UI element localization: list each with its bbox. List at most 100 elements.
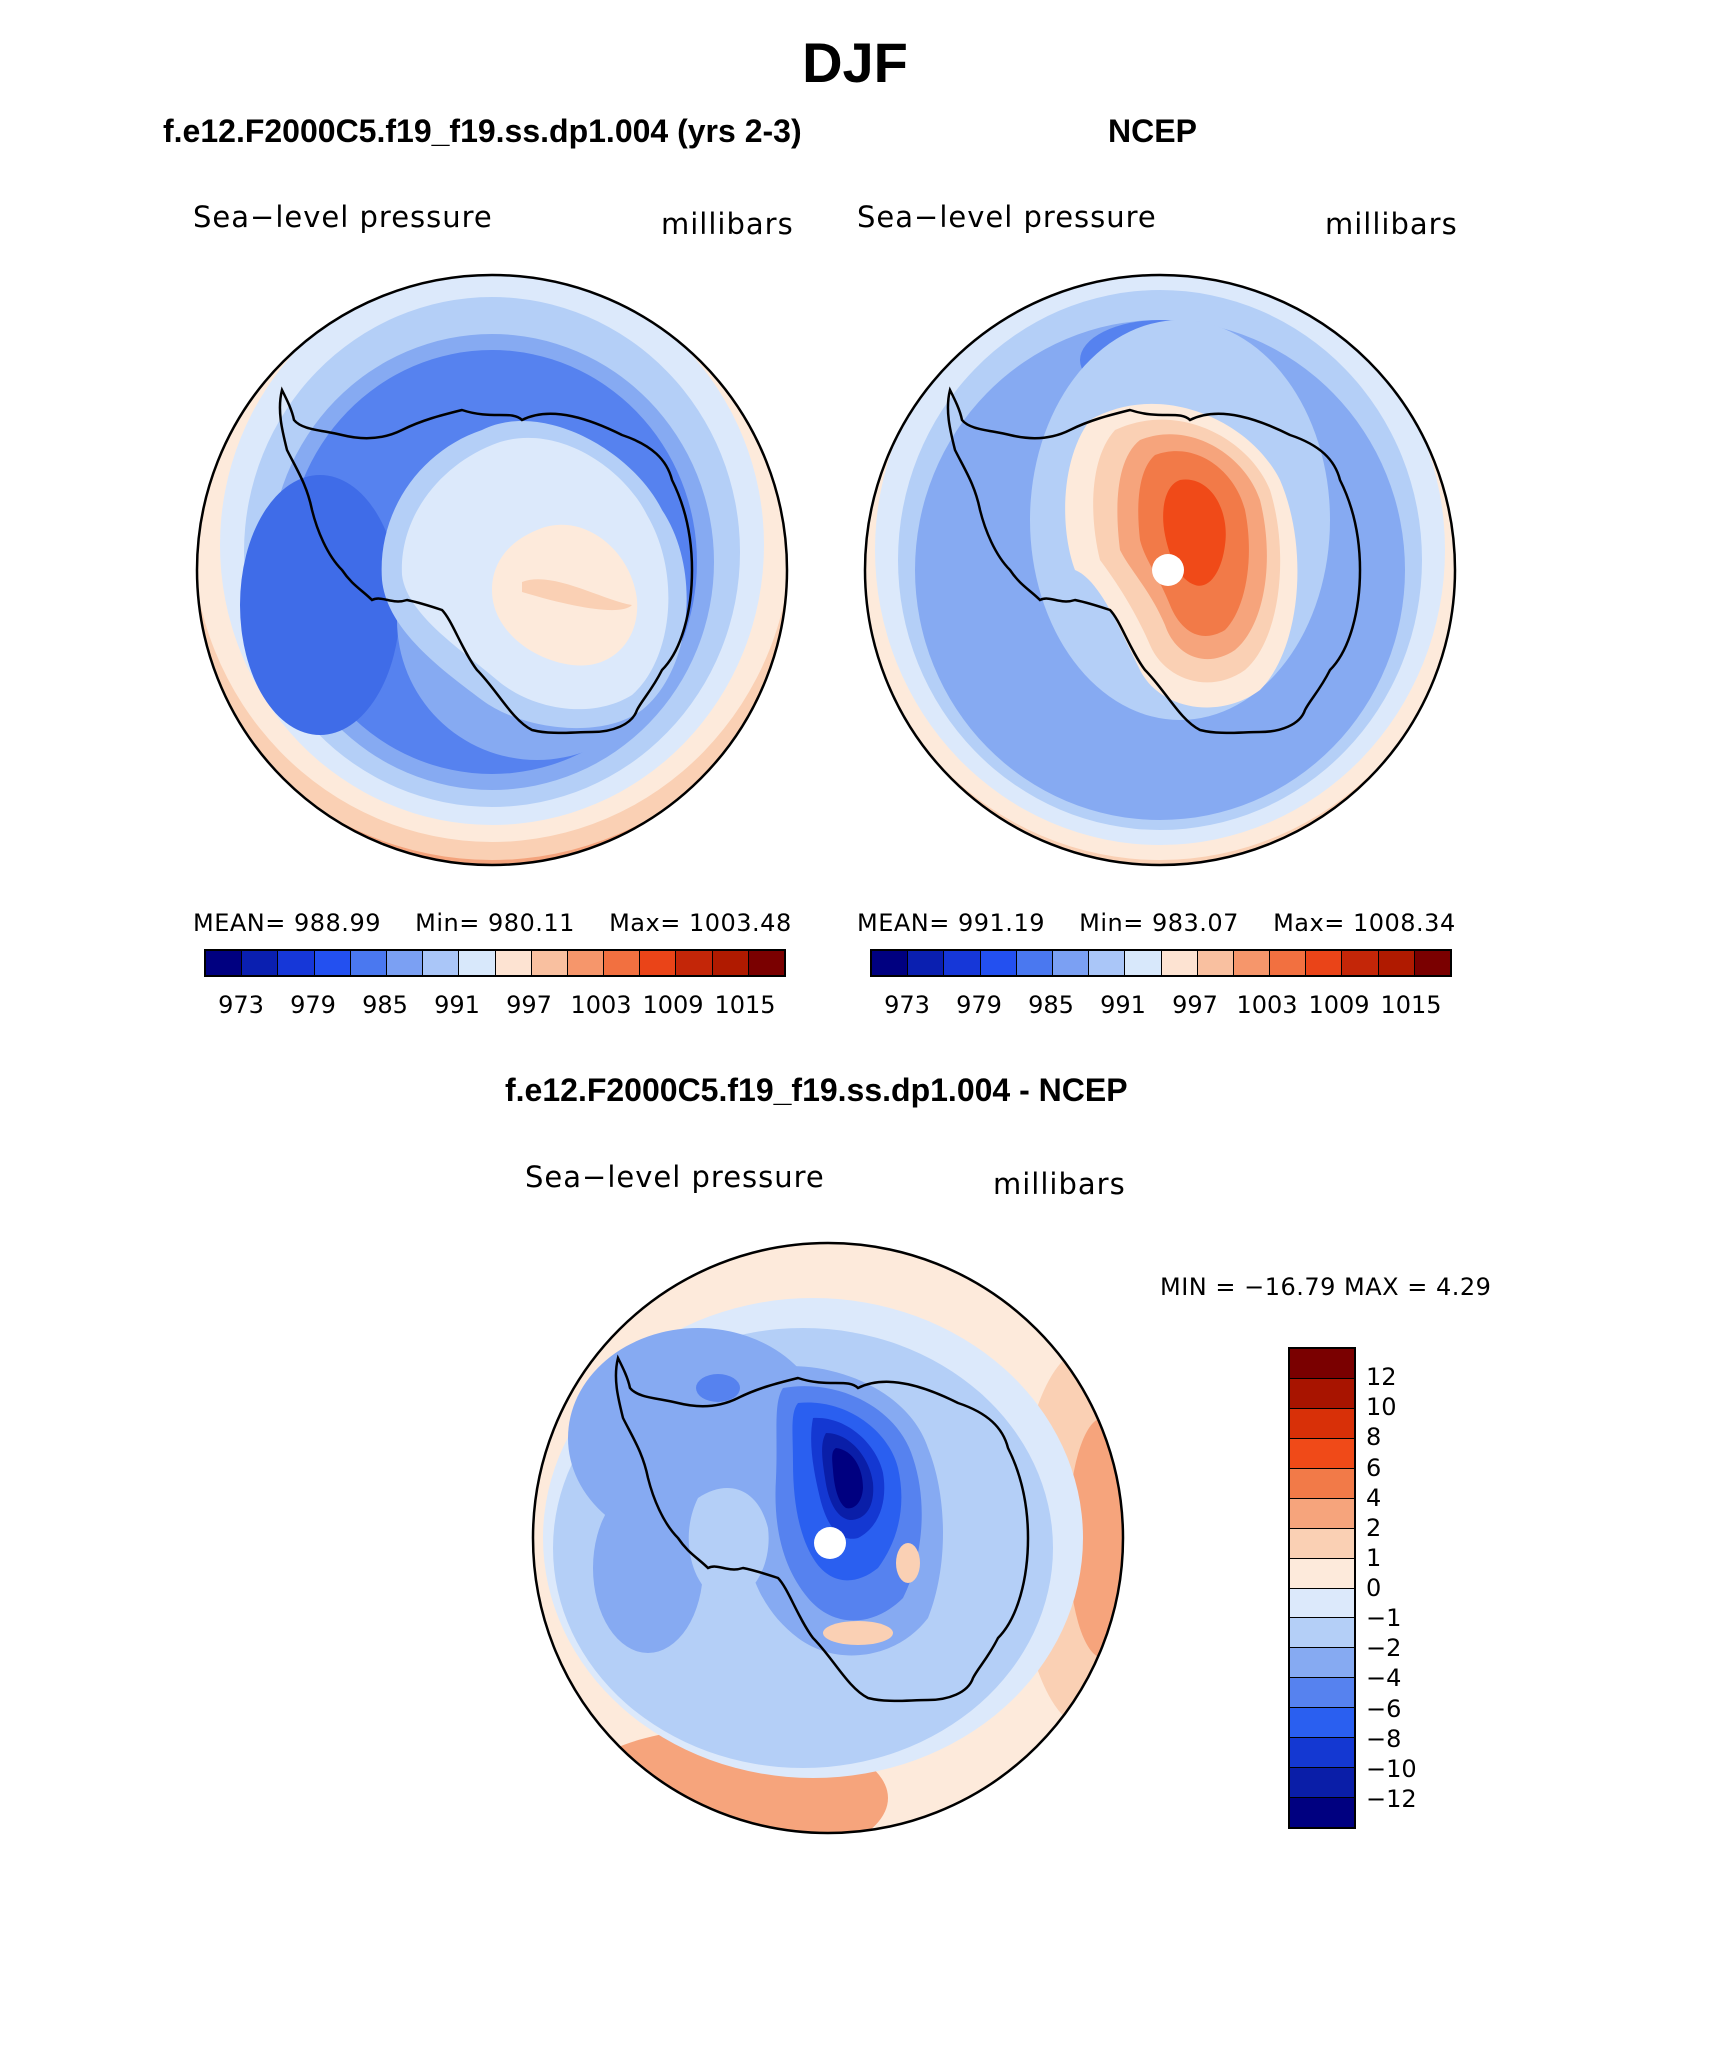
- colorbar-swatch: [944, 951, 981, 975]
- colorbar-tick-label: 10: [1366, 1393, 1397, 1422]
- colorbar-swatch: [531, 951, 568, 975]
- colorbar-tick-label: 1009: [1308, 991, 1370, 1019]
- map-boundary: [863, 273, 1457, 867]
- antarctica-coastline: [614, 1354, 1030, 1703]
- panel-2-colorbar: [870, 949, 1452, 977]
- colorbar-swatch: [1125, 951, 1162, 975]
- panel-2-stats: MEAN= 991.19 Min= 983.07 Max= 1008.34: [857, 909, 1482, 937]
- colorbar-swatch: [1290, 1408, 1354, 1439]
- pole-marker: [814, 1527, 846, 1559]
- panel-1-min: Min= 980.11: [415, 909, 575, 937]
- colorbar-swatch: [676, 951, 713, 975]
- colorbar-swatch: [1290, 1528, 1354, 1559]
- map-model-slp: [195, 273, 789, 867]
- colorbar-swatch: [1378, 951, 1415, 975]
- colorbar-tick-label: 12: [1366, 1363, 1397, 1392]
- colorbar-tick-label: −8: [1366, 1724, 1402, 1753]
- colorbar-swatch: [604, 951, 641, 975]
- colorbar-swatch: [1161, 951, 1198, 975]
- colorbar-swatch: [1089, 951, 1126, 975]
- colorbar-swatch: [1414, 951, 1450, 975]
- colorbar-swatch: [1290, 1678, 1354, 1709]
- colorbar-tick-label: 973: [218, 991, 264, 1019]
- colorbar-swatch: [1306, 951, 1343, 975]
- colorbar-swatch: [423, 951, 460, 975]
- diff-colorbar-ticks: 12 10 8 6 4 2 1 0 −1 −2 −4 −6 −8 −10 −12: [1366, 1347, 1446, 1829]
- colorbar-swatch: [459, 951, 496, 975]
- colorbar-tick-label: 1003: [1236, 991, 1298, 1019]
- colorbar-swatch: [1342, 951, 1379, 975]
- colorbar-tick-label: −6: [1366, 1694, 1402, 1723]
- map-ncep-slp: [863, 273, 1457, 867]
- panel-1-colorbar: [204, 949, 786, 977]
- colorbar-tick-label: 973: [884, 991, 930, 1019]
- figure-title: DJF: [802, 31, 908, 94]
- colorbar-swatch: [1290, 1648, 1354, 1679]
- colorbar-tick-label: 8: [1366, 1423, 1382, 1452]
- colorbar-swatch: [872, 951, 909, 975]
- colorbar-swatch: [1290, 1349, 1354, 1379]
- diff-field-label: Sea−level pressure: [525, 1160, 825, 1194]
- panel-2-mean: MEAN= 991.19: [857, 909, 1045, 937]
- panel-1-colorbar-ticks: 973 979 985 991 997 1003 1009 1015: [205, 991, 781, 1019]
- panel-2-title: NCEP: [1108, 113, 1197, 149]
- colorbar-tick-label: 6: [1366, 1453, 1382, 1482]
- colorbar-tick-label: 1015: [1380, 991, 1442, 1019]
- diff-panel-title: f.e12.F2000C5.f19_f19.ss.dp1.004 - NCEP: [505, 1072, 1128, 1108]
- antarctica-coastline: [278, 386, 694, 735]
- antarctica-coastline: [946, 386, 1362, 735]
- panel-1-stats: MEAN= 988.99 Min= 980.11 Max= 1003.48: [193, 909, 818, 937]
- colorbar-swatch: [1290, 1738, 1354, 1769]
- colorbar-swatch: [1016, 951, 1053, 975]
- colorbar-swatch: [1270, 951, 1307, 975]
- colorbar-tick-label: 997: [1172, 991, 1218, 1019]
- panel-2-max: Max= 1008.34: [1273, 909, 1456, 937]
- colorbar-tick-label: −1: [1366, 1604, 1402, 1633]
- colorbar-tick-label: 2: [1366, 1513, 1382, 1542]
- panel-1-title: f.e12.F2000C5.f19_f19.ss.dp1.004 (yrs 2-…: [163, 113, 802, 149]
- colorbar-tick-label: 1015: [714, 991, 776, 1019]
- colorbar-swatch: [1197, 951, 1234, 975]
- colorbar-swatch: [1290, 1618, 1354, 1649]
- colorbar-tick-label: 4: [1366, 1483, 1382, 1512]
- colorbar-swatch: [1290, 1588, 1354, 1619]
- colorbar-swatch: [206, 951, 243, 975]
- colorbar-swatch: [1290, 1438, 1354, 1469]
- colorbar-swatch: [1290, 1798, 1354, 1827]
- colorbar-tick-label: −10: [1366, 1754, 1417, 1783]
- colorbar-tick-label: 1: [1366, 1543, 1382, 1572]
- colorbar-swatch: [1233, 951, 1271, 975]
- colorbar-swatch: [242, 951, 279, 975]
- colorbar-swatch: [386, 951, 424, 975]
- colorbar-swatch: [1290, 1468, 1354, 1499]
- panel-2-field-label: Sea−level pressure: [857, 200, 1157, 234]
- contour-min: [832, 1448, 863, 1509]
- colorbar-swatch: [980, 951, 1017, 975]
- colorbar-swatch: [908, 951, 945, 975]
- panel-1-max: Max= 1003.48: [609, 909, 792, 937]
- colorbar-tick-label: 1009: [642, 991, 704, 1019]
- colorbar-tick-label: −12: [1366, 1784, 1417, 1813]
- map-boundary: [531, 1241, 1125, 1835]
- pole-marker: [1152, 554, 1184, 586]
- colorbar-swatch: [1290, 1378, 1354, 1409]
- colorbar-tick-label: 1003: [570, 991, 632, 1019]
- colorbar-swatch: [567, 951, 605, 975]
- colorbar-tick-label: 979: [956, 991, 1002, 1019]
- colorbar-swatch: [278, 951, 315, 975]
- colorbar-tick-label: 997: [506, 991, 552, 1019]
- colorbar-tick-label: 985: [1028, 991, 1074, 1019]
- diff-colorbar: [1288, 1347, 1356, 1829]
- colorbar-swatch: [1290, 1498, 1354, 1529]
- colorbar-tick-label: 979: [290, 991, 336, 1019]
- panel-2-units-label: millibars: [1325, 207, 1458, 241]
- colorbar-swatch: [1290, 1768, 1354, 1799]
- map-difference-slp: [531, 1241, 1125, 1835]
- diff-units-label: millibars: [993, 1167, 1126, 1201]
- colorbar-swatch: [350, 951, 387, 975]
- panel-1-mean: MEAN= 988.99: [193, 909, 381, 937]
- colorbar-swatch: [712, 951, 749, 975]
- colorbar-tick-label: 985: [362, 991, 408, 1019]
- colorbar-tick-label: 991: [434, 991, 480, 1019]
- colorbar-swatch: [640, 951, 677, 975]
